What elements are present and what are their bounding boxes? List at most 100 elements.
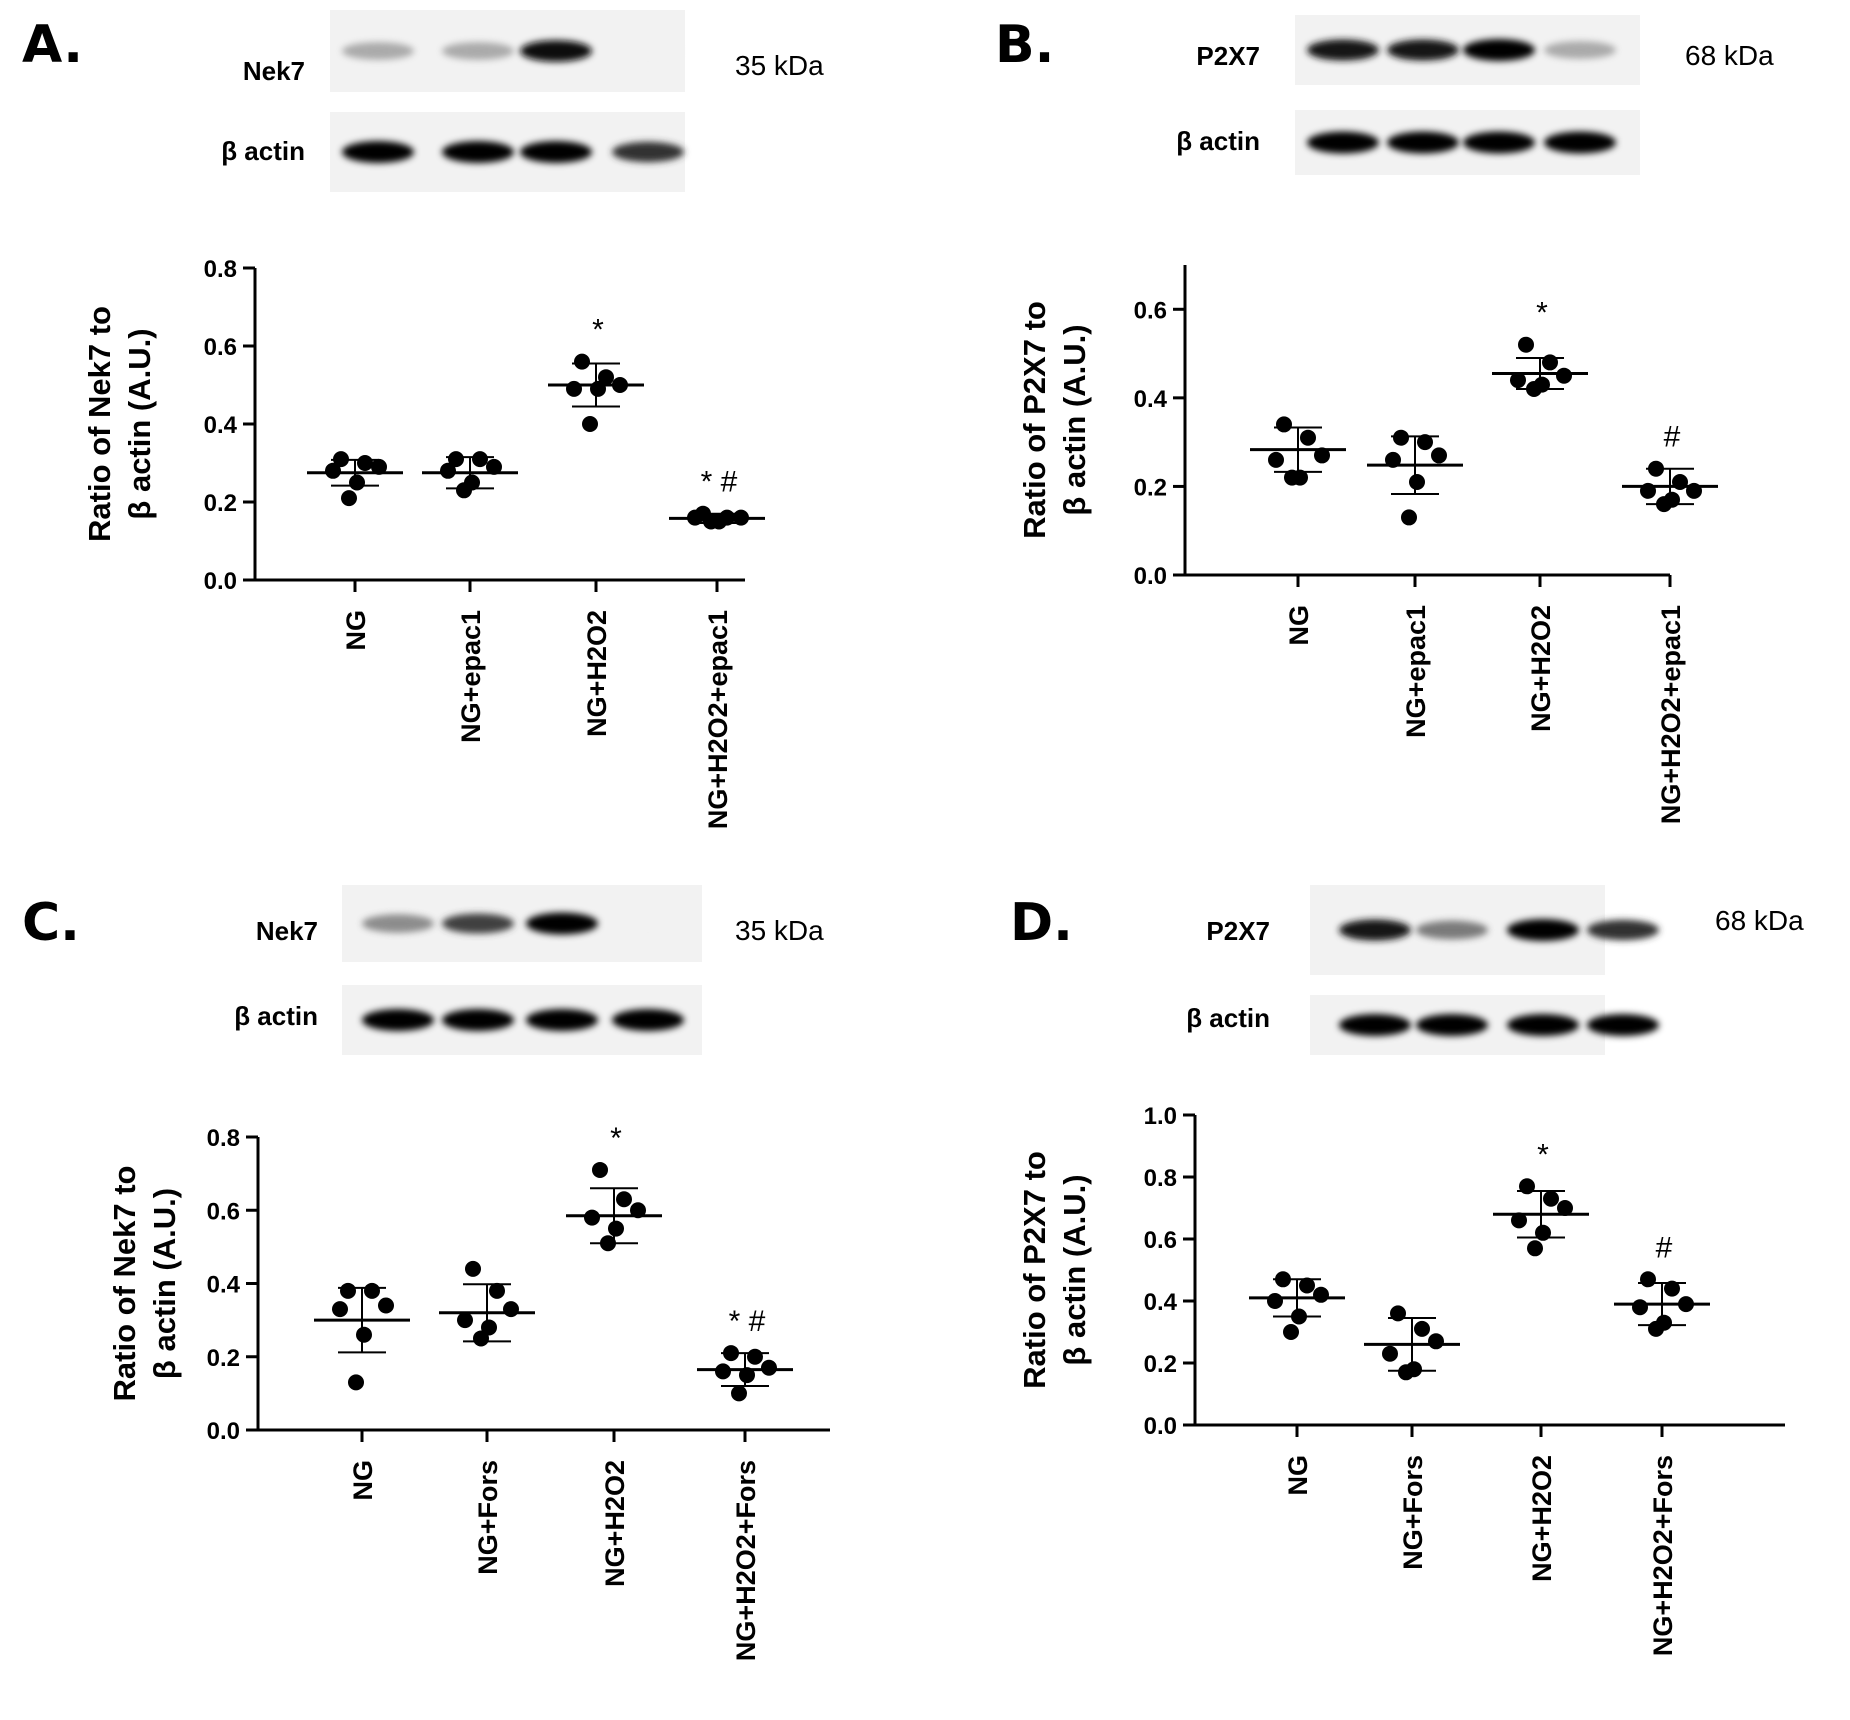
data-point: [574, 353, 590, 370]
x-tick-label: NG+H2O2: [1526, 605, 1556, 732]
x-tick-label: NG+H2O2+Fors: [731, 1460, 761, 1661]
x-tick-label: NG+H2O2: [582, 610, 612, 737]
data-point: [457, 1312, 473, 1329]
data-point: [761, 1359, 777, 1376]
y-tick-label: 0.8: [204, 256, 237, 283]
data-point: [448, 451, 464, 468]
data-point: [1556, 367, 1572, 384]
data-point: [1393, 429, 1409, 446]
blot-band: [520, 141, 592, 163]
data-point: [489, 1282, 505, 1299]
panel-letter: A.: [22, 15, 83, 75]
data-point: [1511, 1212, 1527, 1229]
blot-band: [1416, 920, 1488, 940]
x-tick-label: NG+H2O2+epac1: [703, 610, 733, 829]
data-point: [440, 462, 456, 479]
blot-band: [1307, 39, 1379, 61]
blot-band: [1587, 1014, 1659, 1036]
y-tick-label: 0.0: [204, 568, 237, 595]
y-tick-label: 0.2: [1144, 1351, 1177, 1378]
significance-marker: *: [1537, 1138, 1549, 1171]
data-point: [584, 1209, 600, 1226]
chart: Ratio of Nek7 to β actin (A.U.) 0.0 0.2 0.4 0…: [82, 256, 765, 829]
data-point: [357, 455, 373, 471]
x-tick-label: NG+H2O2: [1527, 1455, 1557, 1582]
y-tick-label: 0.4: [204, 412, 238, 439]
x-tick-label: NG+Fors: [473, 1460, 503, 1575]
blot-band: [1544, 41, 1616, 59]
x-tick-label: NG: [1284, 605, 1314, 646]
blot-band: [442, 42, 514, 60]
data-point: [465, 1260, 481, 1277]
blot-band: [442, 913, 514, 934]
data-point: [371, 458, 387, 475]
data-point: [616, 1191, 632, 1208]
blot-band: [1463, 39, 1535, 61]
panel-letter: D.: [1010, 893, 1073, 953]
data-point: [1299, 1277, 1315, 1294]
data-point: [1640, 1271, 1656, 1288]
panel-a: A. Nek7 β actin 35 kDa Ratio of Nek7 to β act…: [22, 10, 824, 829]
data-point: [1428, 1333, 1444, 1350]
x-tick-label: NG+epac1: [456, 610, 486, 743]
data-point: [598, 369, 614, 386]
blot-band: [612, 141, 684, 163]
y-axis-label: Ratio of Nek7 to: [82, 306, 117, 542]
data-point: [731, 1385, 747, 1402]
western-blot: [342, 885, 702, 1055]
blot-band: [1587, 919, 1659, 941]
blot-band: [442, 141, 514, 163]
blot-band: [1387, 39, 1459, 61]
blot-label: P2X7: [1196, 41, 1260, 71]
y-tick-label: 0.2: [1134, 474, 1167, 501]
chart: Ratio of P2X7 to β actin (A.U.) 0.0 0.2 0.4 0…: [1017, 1103, 1785, 1656]
significance-marker: *: [592, 314, 604, 347]
blot-band: [342, 42, 414, 60]
data-point: [1417, 434, 1433, 451]
blot-band: [1544, 131, 1616, 154]
data-point: [325, 462, 341, 479]
data-point: [1557, 1200, 1573, 1216]
y-tick-label: 0.2: [204, 490, 237, 517]
blot-band: [1307, 131, 1379, 154]
data-point: [1284, 469, 1300, 486]
molecular-weight-label: 68 kDa: [1685, 40, 1774, 71]
y-axis-label: Ratio of Nek7 to: [107, 1166, 142, 1402]
blot-band: [526, 912, 598, 935]
data-point: [1268, 451, 1284, 468]
molecular-weight-label: 68 kDa: [1715, 905, 1804, 936]
blot-band: [1387, 131, 1459, 154]
data-point: [1398, 1364, 1414, 1381]
blot-band: [612, 1009, 684, 1031]
data-point: [348, 1374, 364, 1391]
x-tick-label: NG+H2O2: [600, 1460, 630, 1587]
y-tick-label: 0.4: [207, 1272, 241, 1299]
chart: Ratio of Nek7 to β actin (A.U.) 0.0 0.2 0.4 0…: [107, 1122, 830, 1661]
data-point: [1276, 416, 1292, 433]
data-point: [1314, 447, 1330, 464]
blot-band: [1507, 1014, 1579, 1036]
data-point: [1542, 354, 1558, 371]
data-point: [473, 1330, 489, 1347]
data-point: [349, 474, 365, 491]
blot-band: [520, 40, 592, 62]
data-point: [1527, 1240, 1543, 1257]
x-tick-label: NG+epac1: [1401, 605, 1431, 738]
significance-marker: #: [1656, 1231, 1673, 1264]
panel-d: D. P2X7 β actin 68 kDa Ratio of P2X7 to β act…: [1010, 885, 1804, 1656]
data-point: [1313, 1286, 1329, 1303]
data-point: [1510, 372, 1526, 389]
y-tick-label: 0.0: [1144, 1413, 1177, 1440]
y-tick-label: 0.4: [1134, 386, 1168, 413]
y-tick-label: 0.8: [1144, 1165, 1177, 1192]
y-axis-label: β actin (A.U.): [1057, 1174, 1092, 1365]
data-point: [378, 1297, 394, 1314]
x-tick-label: NG+H2O2+epac1: [1656, 605, 1686, 824]
data-point: [503, 1301, 519, 1318]
y-tick-label: 0.6: [1134, 297, 1167, 324]
data-point: [1518, 336, 1534, 353]
y-axis-label: β actin (A.U.): [147, 1188, 182, 1379]
data-point: [356, 1326, 372, 1343]
x-tick-label: NG: [1283, 1455, 1313, 1496]
western-blot: [1310, 885, 1659, 1055]
